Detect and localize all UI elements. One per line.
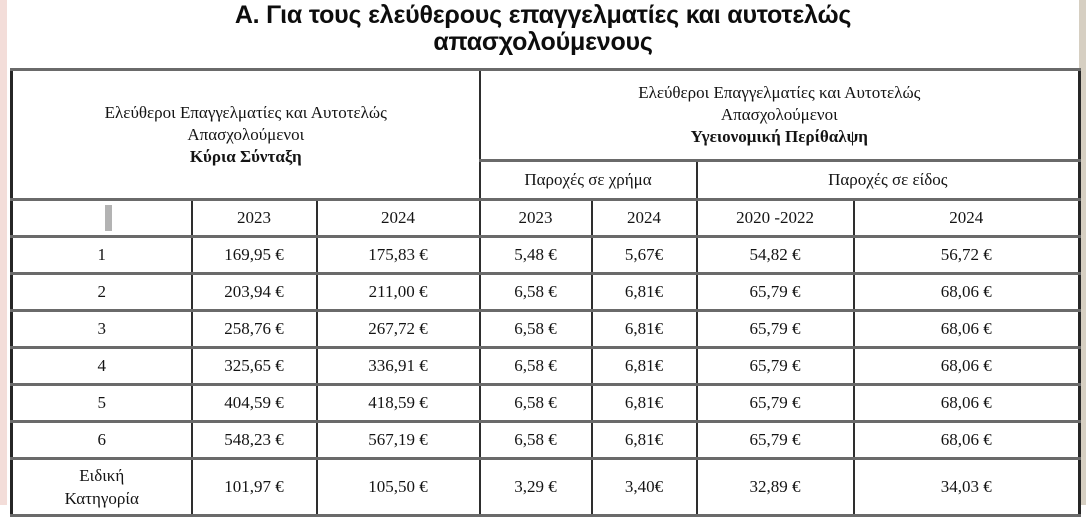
cell-category: Ειδική Κατηγορία — [10, 457, 193, 517]
pension-header-line2: Απασχολούμενοι — [187, 124, 305, 144]
health-header-line1: Ελεύθεροι Επαγγελματίες και Αυτοτελώς — [638, 83, 921, 102]
cell-kind-2024: 34,03 € — [852, 457, 1081, 517]
year-header-pension-2023: 2023 — [190, 198, 318, 238]
cell-cash-2023: 6,58 € — [478, 420, 593, 460]
cell-cash-2023: 6,58 € — [478, 383, 593, 423]
pension-section-header: Ελεύθεροι Επαγγελματίες και Αυτοτελώς Απ… — [10, 68, 481, 201]
special-category-label: Ειδική Κατηγορία — [64, 466, 139, 508]
cell-category: 1 — [10, 235, 193, 275]
cell-pension-2023: 404,59 € — [190, 383, 318, 423]
health-header-title: Υγειονομική Περίθαλψη — [690, 127, 868, 146]
cell-kind-2024: 68,06 € — [852, 309, 1081, 349]
year-header-kind-2024: 2024 — [852, 198, 1081, 238]
year-header-pension-2024: 2024 — [315, 198, 481, 238]
cell-category: 5 — [10, 383, 193, 423]
cell-kind-2020-2022: 54,82 € — [695, 235, 855, 275]
page-title-line1: Α. Για τους ελεύθερους επαγγελματίες και… — [234, 1, 852, 29]
benefits-in-kind-header: Παροχές σε είδος — [695, 159, 1081, 201]
cell-category: 3 — [10, 309, 193, 349]
cell-cash-2023: 3,29 € — [478, 457, 593, 517]
cell-pension-2024: 267,72 € — [315, 309, 481, 349]
cell-pension-2024: 105,50 € — [315, 457, 481, 517]
cell-cash-2023: 6,58 € — [478, 272, 593, 312]
cell-cash-2024: 6,81€ — [590, 272, 698, 312]
cell-kind-2024: 68,06 € — [852, 272, 1081, 312]
year-header-cash-2023: 2023 — [478, 198, 593, 238]
cell-pension-2024: 418,59 € — [315, 383, 481, 423]
cell-category: 6 — [10, 420, 193, 460]
cell-category: 4 — [10, 346, 193, 386]
cell-kind-2020-2022: 65,79 € — [695, 346, 855, 386]
cell-kind-2024: 68,06 € — [852, 346, 1081, 386]
cell-kind-2020-2022: 65,79 € — [695, 383, 855, 423]
cell-pension-2024: 567,19 € — [315, 420, 481, 460]
table-row-2: 2 203,94 € 211,00 € 6,58 € 6,81€ 65,79 €… — [10, 272, 1081, 312]
cell-pension-2024: 336,91 € — [315, 346, 481, 386]
health-header-line2: Απασχολούμενοι — [720, 105, 838, 124]
health-section-header: Ελεύθεροι Επαγγελματίες και Αυτοτελώς Απ… — [478, 68, 1081, 162]
table-row-3: 3 258,76 € 267,72 € 6,58 € 6,81€ 65,79 €… — [10, 309, 1081, 349]
cell-kind-2020-2022: 65,79 € — [695, 420, 855, 460]
cell-pension-2024: 211,00 € — [315, 272, 481, 312]
cell-pension-2023: 548,23 € — [190, 420, 318, 460]
cell-cash-2024: 6,81€ — [590, 383, 698, 423]
pension-header-line1: Ελεύθεροι Επαγγελματίες και Αυτοτελώς — [104, 102, 387, 122]
table-row-6: 6 548,23 € 567,19 € 6,58 € 6,81€ 65,79 €… — [10, 420, 1081, 460]
table-row-5: 5 404,59 € 418,59 € 6,58 € 6,81€ 65,79 €… — [10, 383, 1081, 423]
cell-cash-2024: 6,81€ — [590, 346, 698, 386]
cell-cash-2024: 5,67€ — [590, 235, 698, 275]
cell-pension-2023: 325,65 € — [190, 346, 318, 386]
cell-pension-2023: 169,95 € — [190, 235, 318, 275]
cell-kind-2024: 68,06 € — [852, 383, 1081, 423]
corner-cell — [10, 198, 193, 238]
cell-cash-2024: 3,40€ — [590, 457, 698, 517]
contributions-table: Ελεύθεροι Επαγγελματίες και Αυτοτελώς Απ… — [10, 68, 1082, 517]
benefits-cash-header: Παροχές σε χρήμα — [478, 159, 698, 201]
cell-kind-2020-2022: 65,79 € — [695, 272, 855, 312]
cell-pension-2024: 175,83 € — [315, 235, 481, 275]
cell-cash-2023: 5,48 € — [478, 235, 593, 275]
page-edge-left — [0, 0, 7, 505]
cell-pension-2023: 203,94 € — [190, 272, 318, 312]
page-edge-right — [1079, 0, 1086, 505]
page-title: Α. Για τους ελεύθερους επαγγελματίες και… — [40, 2, 1046, 62]
cell-kind-2020-2022: 32,89 € — [695, 457, 855, 517]
page-title-line2: απασχολούμενους — [433, 28, 653, 56]
cell-category: 2 — [10, 272, 193, 312]
table-row-4: 4 325,65 € 336,91 € 6,58 € 6,81€ 65,79 €… — [10, 346, 1081, 386]
cell-kind-2020-2022: 65,79 € — [695, 309, 855, 349]
cell-pension-2023: 258,76 € — [190, 309, 318, 349]
table-row-1: 1 169,95 € 175,83 € 5,48 € 5,67€ 54,82 €… — [10, 235, 1081, 275]
table-row-special-category: Ειδική Κατηγορία 101,97 € 105,50 € 3,29 … — [10, 457, 1081, 517]
cell-cash-2024: 6,81€ — [590, 420, 698, 460]
cursor-artifact — [105, 205, 113, 231]
cell-cash-2024: 6,81€ — [590, 309, 698, 349]
pension-header-title: Κύρια Σύνταξη — [189, 146, 302, 166]
cell-pension-2023: 101,97 € — [190, 457, 318, 517]
cell-cash-2023: 6,58 € — [478, 309, 593, 349]
year-header-kind-2020-2022: 2020 -2022 — [695, 198, 855, 238]
year-header-cash-2024: 2024 — [590, 198, 698, 238]
cell-kind-2024: 68,06 € — [852, 420, 1081, 460]
cell-kind-2024: 56,72 € — [852, 235, 1081, 275]
cell-cash-2023: 6,58 € — [478, 346, 593, 386]
